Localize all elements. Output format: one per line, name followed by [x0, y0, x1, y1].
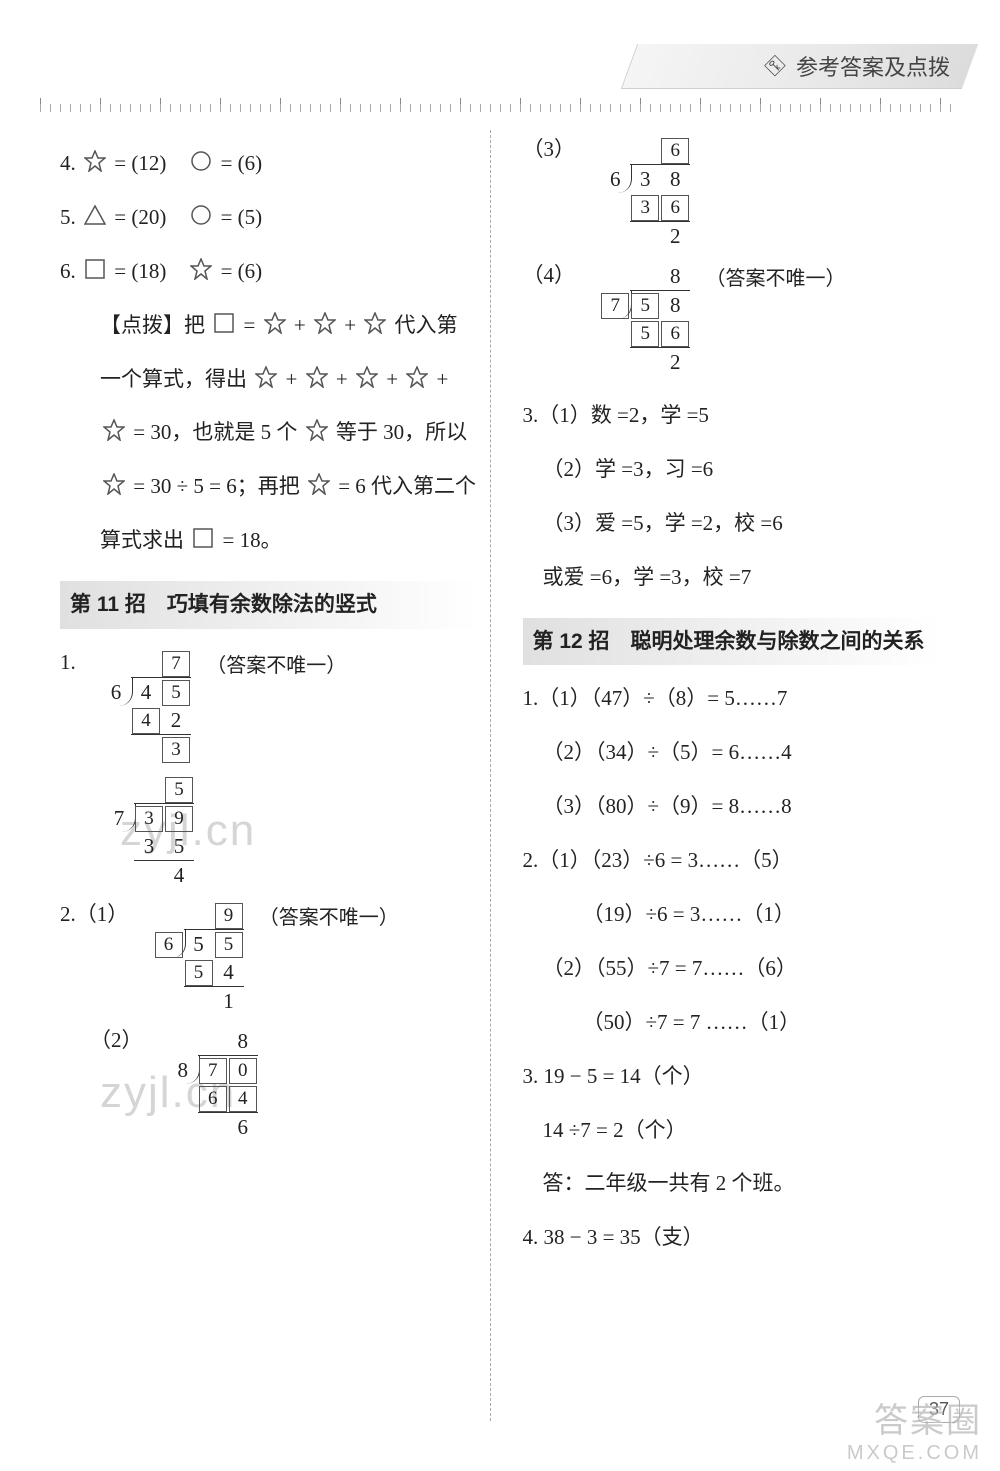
problem-2-2: zyjl.cn （2） 8 870 64 6 [60, 1021, 478, 1147]
right-column: （3） 6 638 36 2 （4） 8 758 56 [493, 130, 941, 1421]
hint-line-4: = 30 ÷ 5 = 6；再把 = 6 代入第二个 [60, 467, 478, 507]
star-icon [255, 366, 277, 388]
problem-1b: zyjl.cn 5 739 35 4 [60, 769, 478, 895]
footer-watermark: 答案圈 MXQE.COM [847, 1393, 982, 1465]
a2-2b: （50）÷7 = 7 ……（1） [523, 1003, 941, 1043]
a1-3: （3）（80）÷（9）= 8……8 [523, 787, 941, 827]
problem-2-4: （4） 8 758 56 2 （答案不唯一） [523, 256, 941, 382]
triangle-icon [84, 204, 106, 226]
circle-icon [190, 150, 212, 172]
a3-1: 3. 19 − 5 = 14（个） [523, 1057, 941, 1097]
hint-line-1: 【点拨】把 = + + 代入第 [60, 306, 478, 346]
star-icon [306, 419, 328, 441]
long-division-5: 6 638 36 2 [600, 136, 690, 250]
square-icon [84, 258, 106, 280]
a1-2: （2）（34）÷（5）= 6……4 [523, 733, 941, 773]
answer-3-1: 3.（1）数 =2，学 =5 [523, 396, 941, 436]
a1-1: 1.（1）（47）÷（8）= 5……7 [523, 679, 941, 719]
note-not-unique: （答案不唯一） [259, 899, 399, 937]
star-icon [84, 150, 106, 172]
star-icon [356, 366, 378, 388]
answer-3-3: （3）爱 =5，学 =2，校 =6 [523, 504, 941, 544]
problem-2-1: 2.（1） 9 655 54 1 （答案不唯一） [60, 895, 478, 1021]
long-division-1: 7 645 42 3 [101, 649, 191, 763]
long-division-3: 9 655 54 1 [154, 901, 244, 1015]
square-icon [213, 312, 235, 334]
star-icon [103, 473, 125, 495]
star-icon [190, 258, 212, 280]
note-not-unique: （答案不唯一） [206, 647, 346, 685]
page: ⚿ 参考答案及点拨 4. = (12) = (6) 5. = (20) = (5… [0, 0, 1000, 1471]
long-division-4: 8 870 64 6 [168, 1027, 258, 1141]
a2-1: 2.（1）（23）÷6 = 3……（5） [523, 841, 941, 881]
left-column: 4. = (12) = (6) 5. = (20) = (5) 6. = (18… [60, 130, 488, 1421]
a2-1b: （19）÷6 = 3……（1） [523, 895, 941, 935]
star-icon [406, 366, 428, 388]
star-icon [364, 312, 386, 334]
long-division-2: 5 739 35 4 [104, 775, 194, 889]
a3-ans: 答：二年级一共有 2 个班。 [523, 1164, 941, 1204]
hint-line-2: 一个算式，得出 + + + + [60, 360, 478, 400]
star-icon [308, 473, 330, 495]
ruler-decoration [40, 98, 960, 112]
problem-2-3: （3） 6 638 36 2 [523, 130, 941, 256]
a2-2: （2）（55）÷7 = 7……（6） [523, 949, 941, 989]
section-11-title: 第 11 招 巧填有余数除法的竖式 [60, 581, 478, 629]
problem-1: 1. 7 645 42 3 （答案不唯一） [60, 643, 478, 769]
square-icon [192, 527, 214, 549]
circle-icon [190, 204, 212, 226]
hint-line-5: 算式求出 = 18。 [60, 521, 478, 561]
footer-wm-line1: 答案圈 [847, 1393, 982, 1442]
a4: 4. 38 − 3 = 35（支） [523, 1218, 941, 1258]
note-not-unique: （答案不唯一） [706, 260, 846, 298]
answer-3-or: 或爱 =6，学 =3，校 =7 [523, 558, 941, 598]
header-title-text: 参考答案及点拨 [796, 50, 950, 82]
a3-2: 14 ÷7 = 2（个） [523, 1111, 941, 1151]
hint-line-3: = 30，也就是 5 个 等于 30，所以 [60, 413, 478, 453]
answer-3-2: （2）学 =3，习 =6 [523, 450, 941, 490]
footer-wm-line2: MXQE.COM [847, 1442, 982, 1465]
long-division-6: 8 758 56 2 [600, 262, 690, 376]
section-12-title: 第 12 招 聪明处理余数与除数之间的关系 [523, 618, 941, 666]
column-divider [490, 130, 491, 1421]
star-icon [264, 312, 286, 334]
answer-4: 4. = (12) = (6) [60, 144, 478, 184]
star-icon [314, 312, 336, 334]
answer-6: 6. = (18) = (6) [60, 252, 478, 292]
star-icon [103, 419, 125, 441]
star-icon [306, 366, 328, 388]
content-area: 4. = (12) = (6) 5. = (20) = (5) 6. = (18… [60, 130, 940, 1421]
header-title: ⚿ 参考答案及点拨 [767, 50, 950, 82]
answer-5: 5. = (20) = (5) [60, 198, 478, 238]
